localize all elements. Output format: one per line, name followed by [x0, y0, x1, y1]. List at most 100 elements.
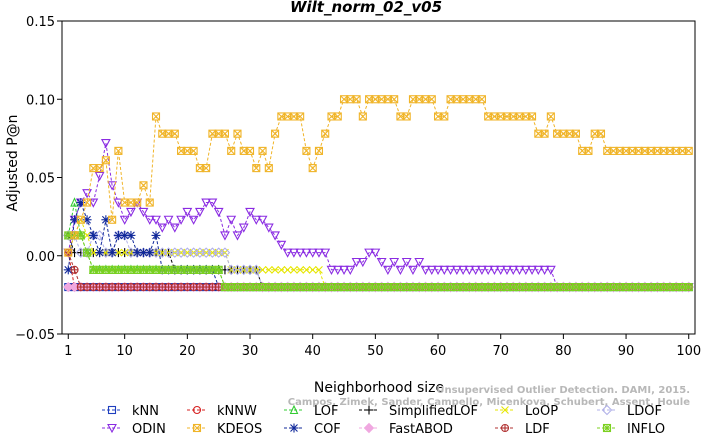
data-point — [114, 248, 123, 257]
data-point — [420, 265, 431, 276]
data-point — [283, 265, 292, 274]
legend-label: LDOF — [627, 404, 662, 419]
legend-item-ldf: LDF — [495, 422, 550, 434]
x-tick-label: 100 — [676, 344, 701, 359]
legend-item-knnw: kNNW — [187, 404, 257, 419]
data-point — [220, 129, 230, 138]
data-point — [339, 265, 349, 276]
legend-marker — [602, 423, 612, 433]
data-point — [88, 230, 98, 240]
data-point — [170, 129, 179, 138]
legend-marker — [107, 405, 117, 415]
data-point — [321, 129, 330, 138]
y-axis-label: Adjusted P@n — [5, 114, 21, 211]
series-lof — [63, 197, 694, 292]
data-point — [476, 265, 487, 276]
data-point — [151, 215, 161, 225]
data-point — [546, 112, 555, 121]
legend-label: LOF — [314, 404, 339, 419]
x-tick-label: 30 — [242, 344, 259, 359]
data-point — [163, 215, 174, 225]
data-point — [214, 265, 223, 274]
data-point — [514, 265, 525, 276]
data-point — [389, 257, 400, 268]
legend-item-lof: LOF — [284, 404, 339, 419]
data-point — [345, 265, 356, 276]
data-point — [120, 230, 130, 240]
data-point — [263, 223, 274, 233]
y-tick-label: 0.10 — [26, 93, 55, 108]
data-point — [352, 95, 361, 104]
data-point — [495, 265, 506, 276]
series-line — [67, 202, 689, 288]
data-point — [470, 265, 481, 276]
legend-item-fastabod: FastABOD — [359, 422, 453, 434]
data-point — [270, 231, 281, 241]
data-point — [402, 112, 411, 121]
series-inflo — [64, 231, 693, 292]
data-point — [440, 112, 449, 121]
legend-label: KDEOS — [217, 422, 262, 434]
data-point — [533, 265, 544, 276]
data-point — [201, 198, 212, 208]
data-point — [94, 230, 105, 241]
legend-item-knn: kNN — [102, 404, 159, 419]
data-point — [76, 215, 85, 224]
data-point — [508, 265, 519, 276]
chart-title: Wilt_norm_02_v05 — [290, 0, 442, 16]
data-point — [126, 230, 136, 240]
data-point — [302, 146, 311, 155]
data-point — [271, 265, 279, 274]
data-point — [176, 215, 186, 225]
data-point — [314, 248, 324, 258]
data-point — [264, 265, 273, 274]
data-point — [145, 248, 155, 258]
y-axis: −0.05 0.00 0.05 0.10 0.15 — [15, 15, 62, 343]
data-point — [489, 265, 500, 276]
data-point — [390, 95, 399, 104]
data-point — [151, 112, 161, 121]
series-cof — [63, 198, 694, 292]
data-point — [94, 171, 105, 182]
data-point — [277, 265, 286, 274]
data-point — [458, 265, 469, 276]
data-point — [408, 265, 418, 276]
data-point — [376, 257, 387, 268]
data-point — [571, 129, 580, 138]
data-point — [108, 215, 117, 224]
data-point — [426, 265, 437, 276]
data-point — [584, 146, 593, 155]
legend-item-cof: COF — [284, 422, 341, 434]
x-tick-label: 1 — [64, 344, 72, 359]
data-point — [133, 198, 142, 207]
data-point — [439, 265, 450, 276]
data-point — [308, 265, 317, 274]
x-axis-label: Neighborhood size — [314, 380, 444, 396]
data-point — [227, 146, 236, 155]
data-point — [445, 265, 456, 276]
data-point — [296, 265, 305, 274]
legend-item-odin: ODIN — [102, 422, 166, 434]
data-point — [101, 156, 110, 165]
data-point — [107, 181, 118, 191]
data-point — [245, 146, 255, 155]
legend-label: FastABOD — [389, 422, 453, 434]
data-point — [314, 146, 324, 155]
data-point — [320, 248, 331, 258]
x-tick-label: 70 — [492, 344, 509, 359]
series-kdeos — [64, 95, 693, 257]
legend-marker — [192, 423, 202, 433]
data-point — [351, 257, 362, 268]
data-point — [252, 164, 261, 173]
data-point — [138, 207, 149, 218]
data-point — [95, 248, 105, 258]
data-point — [64, 248, 73, 257]
legend-marker — [601, 404, 613, 416]
data-point — [245, 207, 255, 218]
legend-label: kNN — [132, 404, 159, 419]
data-point — [188, 215, 199, 225]
data-point — [302, 265, 311, 274]
data-point — [251, 264, 262, 276]
data-point — [296, 112, 305, 121]
